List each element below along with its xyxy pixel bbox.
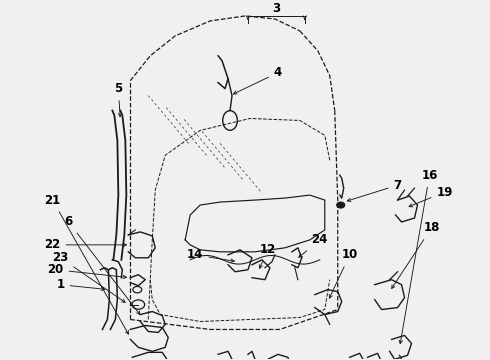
Text: 23: 23 — [52, 251, 125, 302]
Text: 3: 3 — [272, 3, 280, 15]
Text: 13: 13 — [0, 359, 1, 360]
Text: 2: 2 — [0, 359, 1, 360]
Text: 17: 17 — [0, 359, 1, 360]
Text: 21: 21 — [45, 194, 128, 334]
Text: 14: 14 — [187, 248, 234, 262]
Text: 6: 6 — [64, 216, 140, 315]
Text: 16: 16 — [399, 169, 438, 344]
Circle shape — [337, 202, 344, 208]
Text: 9: 9 — [0, 359, 1, 360]
Text: 8: 8 — [0, 359, 1, 360]
Text: 15: 15 — [0, 359, 1, 360]
Text: 12: 12 — [259, 243, 276, 268]
Text: 18: 18 — [392, 221, 440, 288]
Text: 5: 5 — [114, 82, 122, 117]
Text: 10: 10 — [329, 248, 358, 298]
Text: 20: 20 — [48, 263, 126, 279]
Text: 1: 1 — [56, 278, 105, 291]
Text: 19: 19 — [409, 186, 453, 207]
Text: 24: 24 — [299, 233, 328, 257]
Text: 7: 7 — [347, 179, 402, 202]
Text: 11: 11 — [0, 359, 1, 360]
Text: 22: 22 — [45, 238, 126, 251]
Text: 4: 4 — [233, 66, 282, 94]
